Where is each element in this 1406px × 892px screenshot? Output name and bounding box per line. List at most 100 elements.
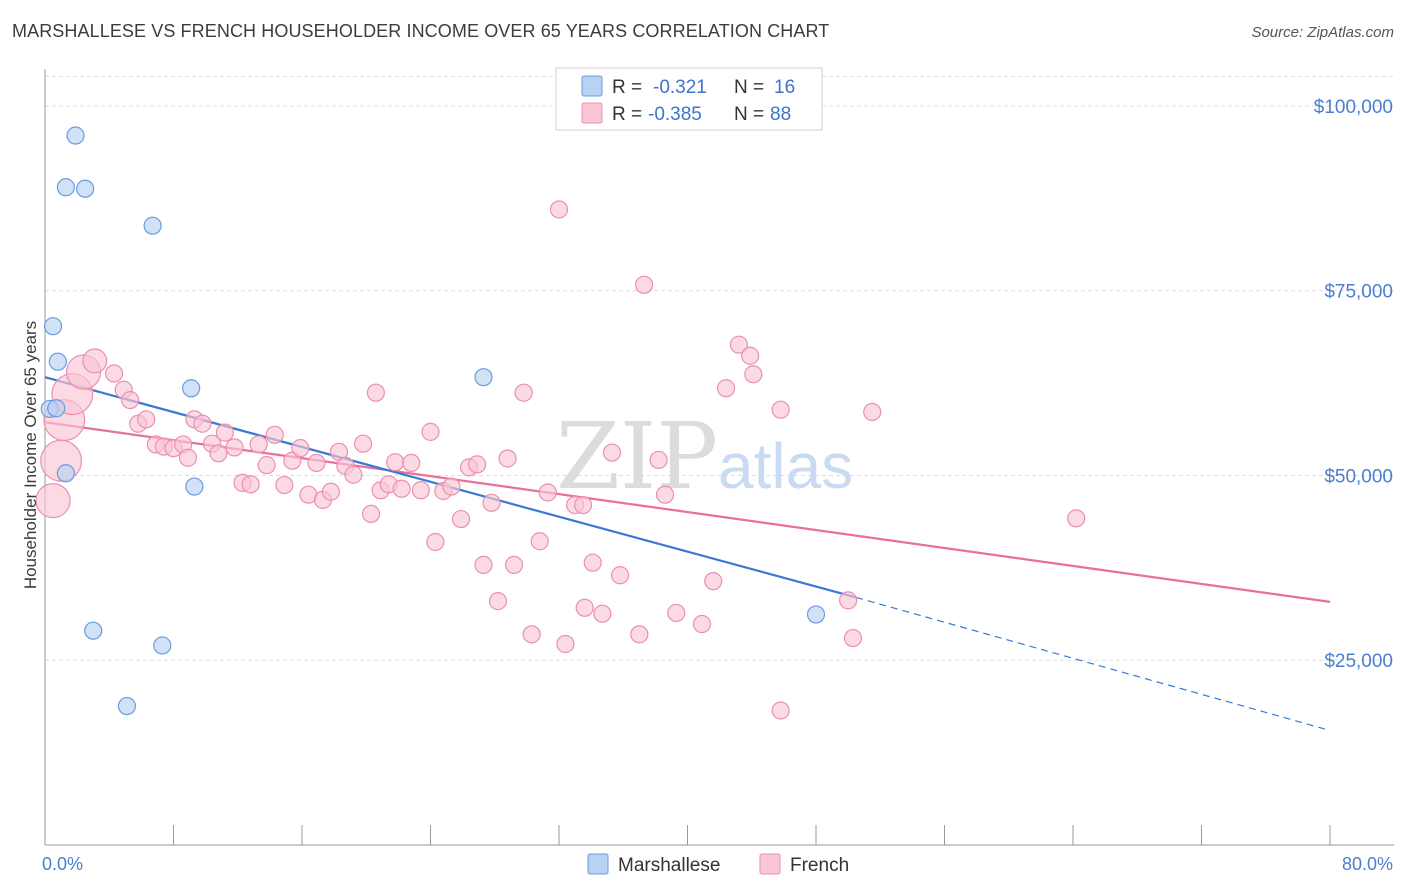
legend-r-value-french: -0.385 bbox=[648, 104, 702, 125]
french-point bbox=[771, 701, 790, 720]
bottom-legend-swatch-french bbox=[759, 853, 781, 875]
french-point bbox=[522, 625, 541, 644]
french-point bbox=[265, 425, 284, 444]
french-point bbox=[741, 346, 760, 365]
french-point bbox=[321, 482, 341, 501]
marshallese-point bbox=[48, 352, 67, 371]
marshallese-point bbox=[806, 605, 826, 624]
french-point bbox=[392, 479, 411, 498]
french-point bbox=[442, 477, 461, 496]
french-point bbox=[82, 348, 108, 374]
french-point bbox=[291, 439, 310, 458]
french-point bbox=[178, 448, 198, 467]
marshallese-point bbox=[84, 621, 103, 640]
french-point bbox=[549, 200, 569, 219]
french-point bbox=[344, 465, 363, 484]
french-point bbox=[482, 493, 501, 512]
french-point bbox=[1067, 509, 1086, 528]
bottom-legend-marshallese: Marshallese bbox=[618, 855, 720, 876]
french-point bbox=[307, 453, 326, 473]
marshallese-point bbox=[47, 399, 66, 418]
french-point bbox=[704, 572, 723, 591]
watermark-zip: ZIP bbox=[556, 403, 718, 510]
french-point bbox=[249, 435, 268, 454]
french-point bbox=[538, 483, 557, 502]
french-point bbox=[575, 598, 594, 617]
legend-n-label-2: N = bbox=[734, 104, 764, 125]
legend-n-label-1: N = bbox=[734, 77, 764, 98]
french-point bbox=[610, 566, 630, 585]
french-point bbox=[193, 414, 212, 433]
x-tick-labels: 0.0% 80.0% bbox=[42, 854, 1393, 874]
gridlines bbox=[45, 75, 1394, 661]
legend-n-value-marshallese: 16 bbox=[774, 77, 795, 98]
legend-r-label-1: R = bbox=[612, 77, 642, 98]
french-point bbox=[241, 475, 260, 494]
y-tick-label: $25,000 bbox=[1324, 651, 1393, 672]
axes bbox=[44, 69, 1394, 846]
french-point bbox=[667, 603, 686, 623]
french-point bbox=[35, 483, 71, 519]
x-tick-label: 0.0% bbox=[42, 854, 83, 874]
french-point bbox=[225, 438, 244, 457]
legend-r-value-marshallese: -0.321 bbox=[653, 77, 707, 98]
french-point bbox=[361, 504, 381, 524]
legend-r-label-2: R = bbox=[612, 104, 642, 125]
french-point bbox=[504, 555, 524, 575]
y-tick-labels: $25,000 $50,000 $75,000 $100,000 bbox=[1314, 97, 1393, 672]
marshallese-point bbox=[143, 216, 162, 235]
french-point bbox=[583, 553, 602, 572]
french-point bbox=[366, 383, 385, 402]
marshallese-point bbox=[474, 368, 493, 387]
french-point bbox=[556, 634, 575, 654]
y-tick-label: $100,000 bbox=[1314, 97, 1393, 118]
watermark-atlas: atlas bbox=[718, 430, 853, 502]
french-point bbox=[635, 275, 654, 294]
watermark: ZIP atlas bbox=[556, 403, 853, 510]
bottom-legend-french: French bbox=[790, 855, 849, 876]
chart-title: MARSHALLESE VS FRENCH HOUSEHOLDER INCOME… bbox=[12, 21, 830, 41]
french-point bbox=[716, 379, 736, 398]
french-point bbox=[121, 390, 140, 410]
marshallese-trend-extension bbox=[855, 596, 1331, 732]
y-tick-label: $50,000 bbox=[1324, 466, 1393, 487]
french-point bbox=[386, 453, 405, 472]
french-point bbox=[649, 450, 668, 470]
french-point bbox=[488, 592, 508, 611]
french-point bbox=[209, 444, 228, 463]
y-tick-label: $75,000 bbox=[1324, 282, 1393, 303]
french-point bbox=[402, 453, 421, 473]
french-point bbox=[215, 423, 234, 442]
french-point bbox=[530, 532, 549, 551]
french-point bbox=[863, 402, 882, 422]
correlation-legend: R = -0.321 N = 16 R = -0.385 N = 88 bbox=[555, 67, 823, 131]
marshallese-point bbox=[56, 464, 75, 483]
french-point bbox=[692, 614, 712, 634]
marshallese-point bbox=[43, 317, 63, 336]
series-legend: Marshallese French bbox=[587, 853, 849, 876]
french-point bbox=[137, 410, 156, 429]
french-point bbox=[257, 456, 276, 475]
french-point bbox=[467, 455, 487, 474]
french-point bbox=[744, 365, 763, 384]
french-point bbox=[353, 434, 373, 453]
marshallese-point bbox=[76, 179, 95, 198]
legend-swatch-marshallese bbox=[581, 75, 603, 97]
french-point bbox=[104, 364, 124, 383]
french-point bbox=[655, 485, 675, 504]
french-point bbox=[729, 335, 749, 354]
french-point bbox=[573, 495, 593, 515]
french-point bbox=[421, 422, 440, 441]
marshallese-point bbox=[153, 636, 172, 655]
legend-n-value-french: 88 bbox=[770, 104, 791, 125]
french-point bbox=[630, 625, 649, 644]
french-point bbox=[474, 555, 493, 575]
data-points bbox=[35, 126, 1086, 720]
marshallese-point bbox=[117, 696, 137, 716]
marshallese-point bbox=[56, 178, 75, 197]
bottom-legend-swatch-marshallese bbox=[587, 853, 609, 875]
y-axis-label: Householder Income Over 65 years bbox=[21, 321, 40, 589]
marshallese-point bbox=[66, 126, 85, 145]
french-point bbox=[275, 475, 294, 495]
